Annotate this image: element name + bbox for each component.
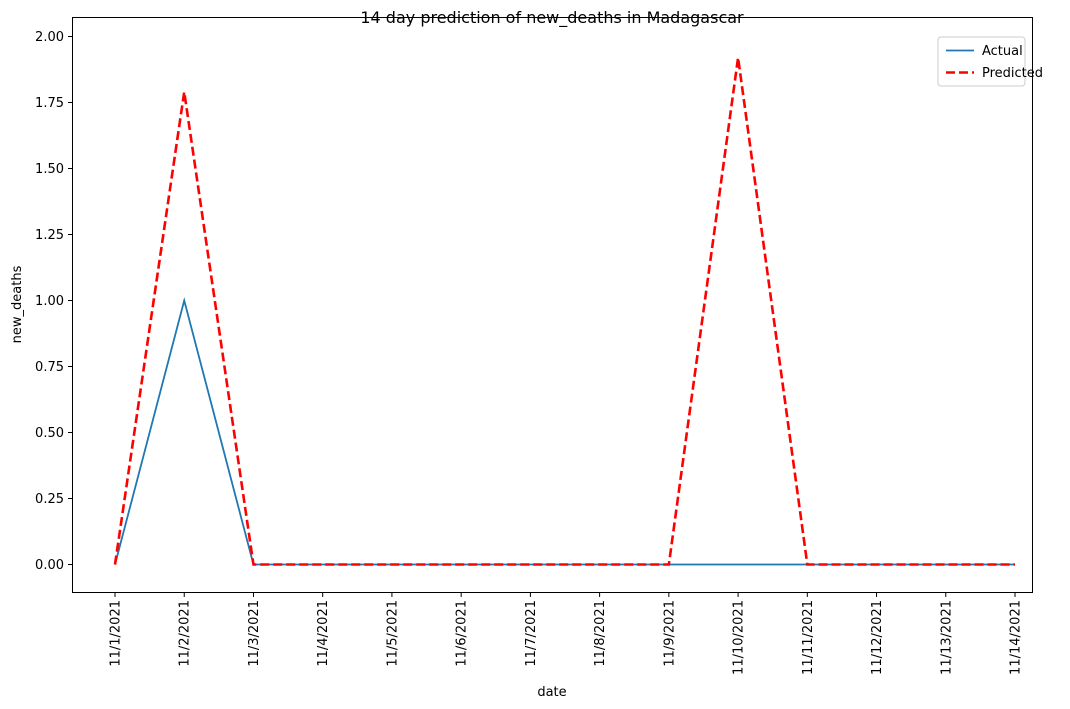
series-layer — [113, 57, 1015, 566]
y-tick-label: 2.00 — [35, 30, 64, 45]
x-axis-label: date — [537, 685, 566, 700]
plot-area — [72, 17, 1033, 593]
predicted-legend-label: Predicted — [982, 66, 1043, 81]
y-tick-label: 1.25 — [35, 228, 64, 243]
x-tick-label: 11/4/2021 — [316, 600, 331, 667]
y-tick-label: 0.50 — [35, 426, 64, 441]
x-tick-label: 11/13/2021 — [939, 600, 954, 675]
x-axis: 11/1/2021 11/2/2021 11/3/2021 11/4/2021 11/5… — [109, 592, 1024, 675]
y-tick-label: 1.50 — [35, 162, 64, 177]
x-tick-label: 11/7/2021 — [524, 600, 539, 667]
x-tick-label: 11/8/2021 — [593, 600, 608, 667]
y-axis-label: new_deaths — [10, 265, 25, 343]
y-tick-label: 1.00 — [35, 294, 64, 309]
predicted-series-line — [113, 57, 1015, 566]
y-tick-label: 0.00 — [35, 558, 64, 573]
x-tick-label: 11/9/2021 — [662, 600, 677, 667]
x-tick-label: 11/10/2021 — [732, 600, 747, 675]
y-tick-label: 0.75 — [35, 360, 64, 375]
actual-series-line — [114, 296, 1015, 566]
x-tick-label: 11/11/2021 — [801, 600, 816, 675]
x-tick-label: 11/12/2021 — [870, 600, 885, 675]
x-tick-label: 11/5/2021 — [385, 600, 400, 667]
x-tick-label: 11/3/2021 — [247, 600, 262, 667]
x-tick-label: 11/2/2021 — [178, 600, 193, 667]
x-tick-label: 11/14/2021 — [1009, 600, 1024, 675]
actual-legend-label: Actual — [982, 44, 1023, 59]
y-tick-label: 1.75 — [35, 96, 64, 111]
y-axis: 0.00 0.25 0.50 0.75 1.00 1.25 1.50 1.75 2.00 — [35, 30, 73, 573]
x-tick-label: 11/1/2021 — [109, 600, 124, 667]
y-tick-label: 0.25 — [35, 492, 64, 507]
legend: Actual Predicted — [937, 36, 1043, 87]
x-tick-label: 11/6/2021 — [455, 600, 470, 667]
